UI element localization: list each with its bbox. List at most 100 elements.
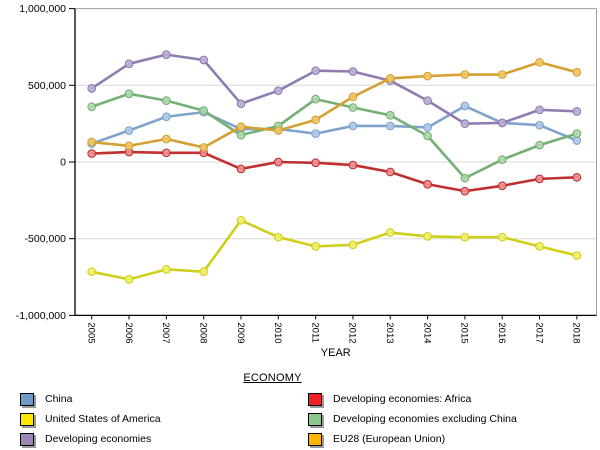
- data-point-developing-economies-2009: [236, 99, 246, 109]
- data-point-developing-economies-2018: [572, 107, 582, 116]
- data-point-developing-economies-africa-2012: [348, 160, 358, 170]
- data-point-united-states-of-america-2014: [423, 232, 432, 241]
- data-point-developing-economies-africa-2011: [311, 158, 320, 168]
- series-eu28-european-union: [87, 57, 582, 152]
- data-point-developing-economies-excluding-china-2006: [124, 89, 134, 99]
- series-united-states-of-america: [87, 215, 582, 284]
- data-point-united-states-of-america-2008: [199, 267, 209, 277]
- data-point-china-2017: [535, 120, 544, 130]
- data-point-china-2006: [124, 126, 134, 135]
- trade-balance-line-chart: 1,000,000 500,000 0 -500,000 -1,000,000 2005 2…: [16, 3, 597, 359]
- data-point-eu28-european-union-2014: [423, 71, 432, 81]
- data-point-eu28-european-union-2010: [273, 126, 283, 135]
- y-axis-tick-label: -1,000,000: [16, 310, 66, 322]
- legend-swatch-developing-economies-africa: [308, 392, 322, 406]
- data-point-eu28-european-union-2013: [385, 74, 395, 83]
- data-point-developing-economies-excluding-china-2018: [572, 129, 582, 138]
- data-point-developing-economies-excluding-china-2012: [348, 103, 358, 112]
- data-point-china-2014: [423, 123, 432, 132]
- data-point-developing-economies-2005: [87, 84, 97, 93]
- legend-item-united-states-of-america[interactable]: United States of America: [20, 409, 161, 429]
- legend-label-china: China: [45, 393, 73, 405]
- legend-label-united-states-of-america: United States of America: [45, 413, 161, 425]
- x-axis-tick-label: 2007: [160, 322, 171, 343]
- y-axis-tick-label: 1,000,000: [19, 3, 66, 15]
- data-point-developing-economies-excluding-china-2015: [460, 173, 470, 183]
- x-axis-tick-label: 2012: [347, 322, 358, 343]
- data-point-developing-economies-excluding-china-2017: [535, 140, 544, 150]
- data-point-united-states-of-america-2013: [385, 228, 395, 237]
- data-point-developing-economies-excluding-china-2014: [423, 131, 432, 141]
- data-point-developing-economies-2016: [497, 118, 507, 128]
- data-point-developing-economies-excluding-china-2008: [199, 106, 209, 115]
- data-point-eu28-european-union-2016: [497, 70, 507, 79]
- data-point-china-2015: [460, 101, 470, 111]
- x-axis-tick-label: 2005: [85, 322, 96, 343]
- data-point-developing-economies-excluding-china-2007: [161, 96, 171, 105]
- legend-item-developing-economies-excluding-china[interactable]: Developing economies excluding China: [308, 409, 517, 429]
- data-point-developing-economies-africa-2017: [535, 174, 544, 184]
- data-point-developing-economies-2006: [124, 59, 134, 69]
- data-point-developing-economies-africa-2014: [423, 179, 432, 189]
- chart-legend: ECONOMY China United States of America Dev…: [0, 368, 600, 450]
- legend-label-developing-economies-excluding-china: Developing economies excluding China: [333, 413, 517, 425]
- data-point-eu28-european-union-2005: [87, 137, 97, 147]
- y-axis-tick-label: -500,000: [25, 233, 67, 245]
- data-point-united-states-of-america-2010: [273, 232, 283, 242]
- legend-item-eu28-european-union[interactable]: EU28 (European Union): [308, 429, 517, 449]
- x-axis-tick-label: 2011: [309, 322, 320, 342]
- legend-swatch-developing-economies: [20, 432, 34, 446]
- data-point-china-2011: [311, 129, 320, 138]
- data-point-eu28-european-union-2009: [236, 122, 246, 132]
- data-point-developing-economies-africa-2007: [161, 148, 171, 158]
- x-axis-tick-label: 2013: [384, 322, 395, 343]
- x-axis-tick-label: 2010: [272, 322, 283, 343]
- data-point-united-states-of-america-2006: [124, 275, 134, 284]
- legend-item-developing-economies-africa[interactable]: Developing economies: Africa: [308, 389, 517, 409]
- series-line-china: [90, 104, 579, 145]
- data-point-china-2007: [161, 112, 171, 122]
- data-point-developing-economies-excluding-china-2011: [311, 94, 320, 104]
- series-developing-economies-excluding-china: [87, 89, 582, 183]
- data-point-eu28-european-union-2017: [535, 57, 544, 67]
- data-point-developing-economies-2015: [460, 119, 470, 128]
- series-developing-economies: [87, 50, 582, 128]
- y-axis-tick-label: 0: [60, 157, 66, 169]
- data-point-developing-economies-excluding-china-2009: [236, 130, 246, 140]
- data-point-united-states-of-america-2005: [87, 267, 97, 277]
- data-point-developing-economies-2011: [311, 66, 320, 76]
- legend-swatch-united-states-of-america: [20, 412, 34, 426]
- data-point-united-states-of-america-2009: [236, 215, 246, 225]
- x-axis-tick-label: 2018: [571, 322, 582, 343]
- data-point-united-states-of-america-2012: [348, 240, 358, 250]
- data-point-developing-economies-excluding-china-2016: [497, 155, 507, 165]
- data-point-developing-economies-africa-2013: [385, 167, 395, 177]
- x-axis-tick-label: 2008: [197, 322, 208, 343]
- data-point-eu28-european-union-2008: [199, 143, 209, 152]
- data-point-developing-economies-2017: [535, 105, 544, 115]
- data-point-developing-economies-2014: [423, 96, 432, 105]
- data-point-developing-economies-2012: [348, 67, 358, 76]
- data-point-developing-economies-2007: [161, 50, 171, 59]
- data-point-united-states-of-america-2017: [535, 242, 544, 251]
- legend-column-left: China United States of America Developing …: [20, 389, 161, 449]
- data-point-developing-economies-africa-2016: [497, 181, 507, 191]
- data-point-eu28-european-union-2006: [124, 141, 134, 151]
- data-point-eu28-european-union-2012: [348, 92, 358, 102]
- legend-item-developing-economies[interactable]: Developing economies: [20, 429, 161, 449]
- series-line-developing-economies-africa: [90, 150, 579, 193]
- data-point-eu28-european-union-2011: [311, 115, 320, 125]
- x-axis-tick-label: 2016: [496, 322, 507, 343]
- x-axis-tick-label: 2006: [123, 322, 134, 343]
- x-axis-tick-label: 2017: [533, 322, 544, 343]
- legend-item-china[interactable]: China: [20, 389, 161, 409]
- data-point-developing-economies-africa-2005: [87, 149, 97, 158]
- series-line-united-states-of-america: [90, 218, 579, 281]
- data-point-developing-economies-africa-2009: [236, 164, 246, 174]
- data-point-united-states-of-america-2007: [161, 265, 171, 274]
- legend-swatch-eu28-european-union: [308, 432, 322, 446]
- data-point-developing-economies-2008: [199, 55, 209, 65]
- x-axis-title: YEAR: [321, 347, 351, 359]
- legend-label-eu28-european-union: EU28 (European Union): [333, 433, 446, 445]
- legend-label-developing-economies-africa: Developing economies: Africa: [333, 393, 472, 405]
